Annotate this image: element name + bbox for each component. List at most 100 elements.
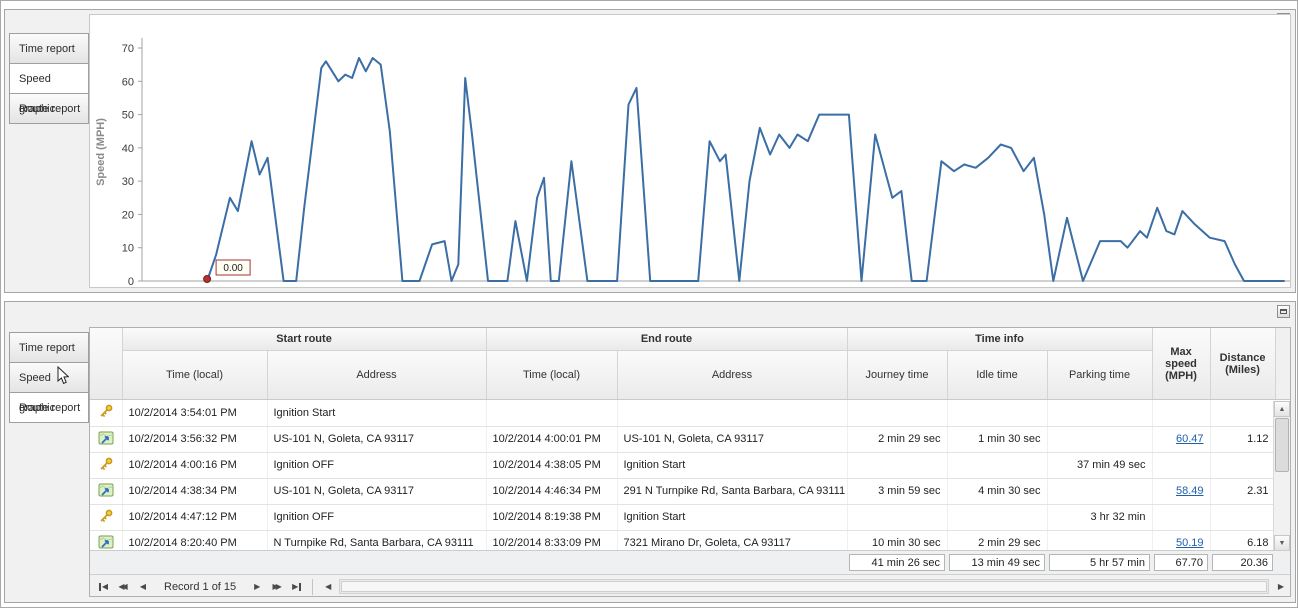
summary-idle-time: 13 min 49 sec	[949, 554, 1045, 571]
table-row[interactable]: 10/2/2014 3:56:32 PM US-101 N, Goleta, CA…	[90, 426, 1276, 453]
end-time-cell: 10/2/2014 8:33:09 PM	[486, 530, 618, 550]
speed-graphic-panel: Time report Speed graphic Route report 0…	[4, 9, 1296, 293]
parking-time-cell: 3 hr 32 min	[1047, 504, 1153, 531]
parking-time-cell	[1047, 478, 1153, 505]
start-time-cell: 10/2/2014 4:47:12 PM	[122, 504, 268, 531]
speed-chart: 0 10 20 30 40 50 60 70 Speed (MPH) 0.00	[89, 14, 1291, 288]
top-tab-strip: Time report Speed graphic Route report	[9, 33, 89, 124]
col-distance[interactable]: Distance (Miles)	[1210, 328, 1276, 399]
route-report-panel: Time report Speed graphic Route report S…	[4, 301, 1296, 603]
max-speed-cell: 58.49	[1152, 478, 1211, 505]
journey-time-cell	[847, 452, 948, 479]
table-row[interactable]: 10/2/2014 4:38:34 PM US-101 N, Goleta, CA…	[90, 478, 1276, 505]
scroll-down-icon[interactable]: ▼	[1274, 535, 1290, 551]
end-address-cell: US-101 N, Goleta, CA 93117	[617, 426, 848, 453]
col-start-address[interactable]: Address	[267, 350, 487, 399]
max-speed-cell	[1152, 504, 1211, 531]
col-idle-time[interactable]: Idle time	[947, 350, 1048, 399]
record-navigator: ◀ ◀◀ ◀ Record 1 of 15 ▶ ▶▶ ▶ ◀ ▶	[90, 574, 1290, 596]
group-end-route[interactable]: End route	[486, 328, 848, 351]
group-start-route[interactable]: Start route	[122, 328, 487, 351]
journey-time-cell: 2 min 29 sec	[847, 426, 948, 453]
tab-route-report[interactable]: Route report	[9, 392, 89, 423]
distance-cell	[1210, 504, 1276, 531]
start-time-cell: 10/2/2014 4:38:34 PM	[122, 478, 268, 505]
scroll-up-icon[interactable]: ▲	[1274, 401, 1290, 417]
horizontal-scrollbar[interactable]	[339, 579, 1269, 594]
tab-speed-graphic[interactable]: Speed graphic	[9, 63, 89, 115]
idle-time-cell: 2 min 29 sec	[947, 530, 1048, 550]
max-speed-link[interactable]: 60.47	[1175, 433, 1204, 445]
summary-parking-time: 5 hr 57 min	[1049, 554, 1150, 571]
row-indicator-header	[90, 328, 123, 399]
grid-header: Start route End route Time info Max spee…	[90, 328, 1290, 400]
scrollbar-thumb[interactable]	[1275, 418, 1289, 472]
distance-cell	[1210, 452, 1276, 479]
col-max-speed[interactable]: Max speed (MPH)	[1152, 328, 1211, 399]
table-row[interactable]: 10/2/2014 8:20:40 PM N Turnpike Rd, Santa…	[90, 530, 1276, 550]
end-address-cell: 7321 Mirano Dr, Goleta, CA 93117	[617, 530, 848, 550]
group-time-info[interactable]: Time info	[847, 328, 1153, 351]
summary-max-speed: 67.70	[1154, 554, 1208, 571]
table-row[interactable]: 10/2/2014 4:00:16 PM Ignition OFF 10/2/201…	[90, 452, 1276, 479]
speed-chart-svg: 0 10 20 30 40 50 60 70 Speed (MPH) 0.00	[95, 38, 1290, 288]
start-time-cell: 10/2/2014 3:56:32 PM	[122, 426, 268, 453]
max-speed-cell: 50.19	[1152, 530, 1211, 550]
distance-cell: 1.12	[1210, 426, 1276, 453]
distance-cell: 2.31	[1210, 478, 1276, 505]
idle-time-cell	[947, 504, 1048, 531]
distance-cell: 6.18	[1210, 530, 1276, 550]
parking-time-cell	[1047, 530, 1153, 550]
tab-speed-graphic[interactable]: Speed graphic	[9, 362, 89, 414]
summary-row: 41 min 26 sec 13 min 49 sec 5 hr 57 min …	[90, 550, 1290, 574]
ignition-key-icon	[90, 400, 123, 427]
start-address-cell: US-101 N, Goleta, CA 93117	[267, 478, 487, 505]
idle-time-cell: 1 min 30 sec	[947, 426, 1048, 453]
nav-first-button[interactable]: ◀	[94, 579, 112, 595]
nav-last-button[interactable]: ▶	[288, 579, 306, 595]
h-scroll-left-icon[interactable]: ◀	[325, 581, 332, 591]
col-end-address[interactable]: Address	[617, 350, 848, 399]
col-start-time[interactable]: Time (local)	[122, 350, 268, 399]
tab-time-report[interactable]: Time report	[9, 33, 89, 64]
tab-time-report[interactable]: Time report	[9, 332, 89, 363]
col-parking-time[interactable]: Parking time	[1047, 350, 1153, 399]
end-time-cell: 10/2/2014 4:46:34 PM	[486, 478, 618, 505]
route-map-icon	[90, 478, 123, 505]
end-time-cell: 10/2/2014 8:19:38 PM	[486, 504, 618, 531]
svg-text:20: 20	[122, 209, 134, 221]
col-journey-time[interactable]: Journey time	[847, 350, 948, 399]
distance-cell	[1210, 400, 1276, 427]
svg-text:70: 70	[122, 43, 134, 55]
end-time-cell: 10/2/2014 4:38:05 PM	[486, 452, 618, 479]
tab-route-report[interactable]: Route report	[9, 93, 89, 124]
svg-text:Speed (MPH): Speed (MPH)	[95, 118, 107, 186]
route-report-grid: Start route End route Time info Max spee…	[89, 327, 1291, 597]
collapse-panel-icon[interactable]	[1277, 305, 1290, 318]
start-address-cell: Ignition OFF	[267, 504, 487, 531]
nav-prev-page-button[interactable]: ◀◀	[118, 581, 127, 591]
vertical-scrollbar[interactable]: ▲ ▼	[1273, 401, 1290, 551]
max-speed-link[interactable]: 50.19	[1175, 537, 1204, 549]
navigator-divider	[312, 578, 314, 595]
max-speed-link[interactable]: 58.49	[1175, 485, 1204, 497]
start-address-cell: US-101 N, Goleta, CA 93117	[267, 426, 487, 453]
parking-time-cell: 37 min 49 sec	[1047, 452, 1153, 479]
journey-time-cell: 3 min 59 sec	[847, 478, 948, 505]
h-scroll-right-icon[interactable]: ▶	[1277, 581, 1285, 591]
bottom-tab-strip: Time report Speed graphic Route report	[9, 332, 89, 423]
table-row[interactable]: 10/2/2014 4:47:12 PM Ignition OFF 10/2/201…	[90, 504, 1276, 531]
nav-prev-button[interactable]: ◀	[139, 581, 147, 591]
nav-next-page-button[interactable]: ▶▶	[272, 581, 282, 591]
svg-text:0: 0	[128, 276, 134, 288]
start-time-cell: 10/2/2014 3:54:01 PM	[122, 400, 268, 427]
col-end-time[interactable]: Time (local)	[486, 350, 618, 399]
svg-text:10: 10	[122, 243, 134, 255]
table-row[interactable]: 10/2/2014 3:54:01 PM Ignition Start	[90, 400, 1276, 427]
h-scrollbar-thumb[interactable]	[341, 581, 1267, 592]
nav-next-button[interactable]: ▶	[254, 581, 261, 591]
svg-text:50: 50	[122, 110, 134, 122]
journey-time-cell	[847, 400, 948, 427]
idle-time-cell: 4 min 30 sec	[947, 478, 1048, 505]
start-time-cell: 10/2/2014 8:20:40 PM	[122, 530, 268, 550]
